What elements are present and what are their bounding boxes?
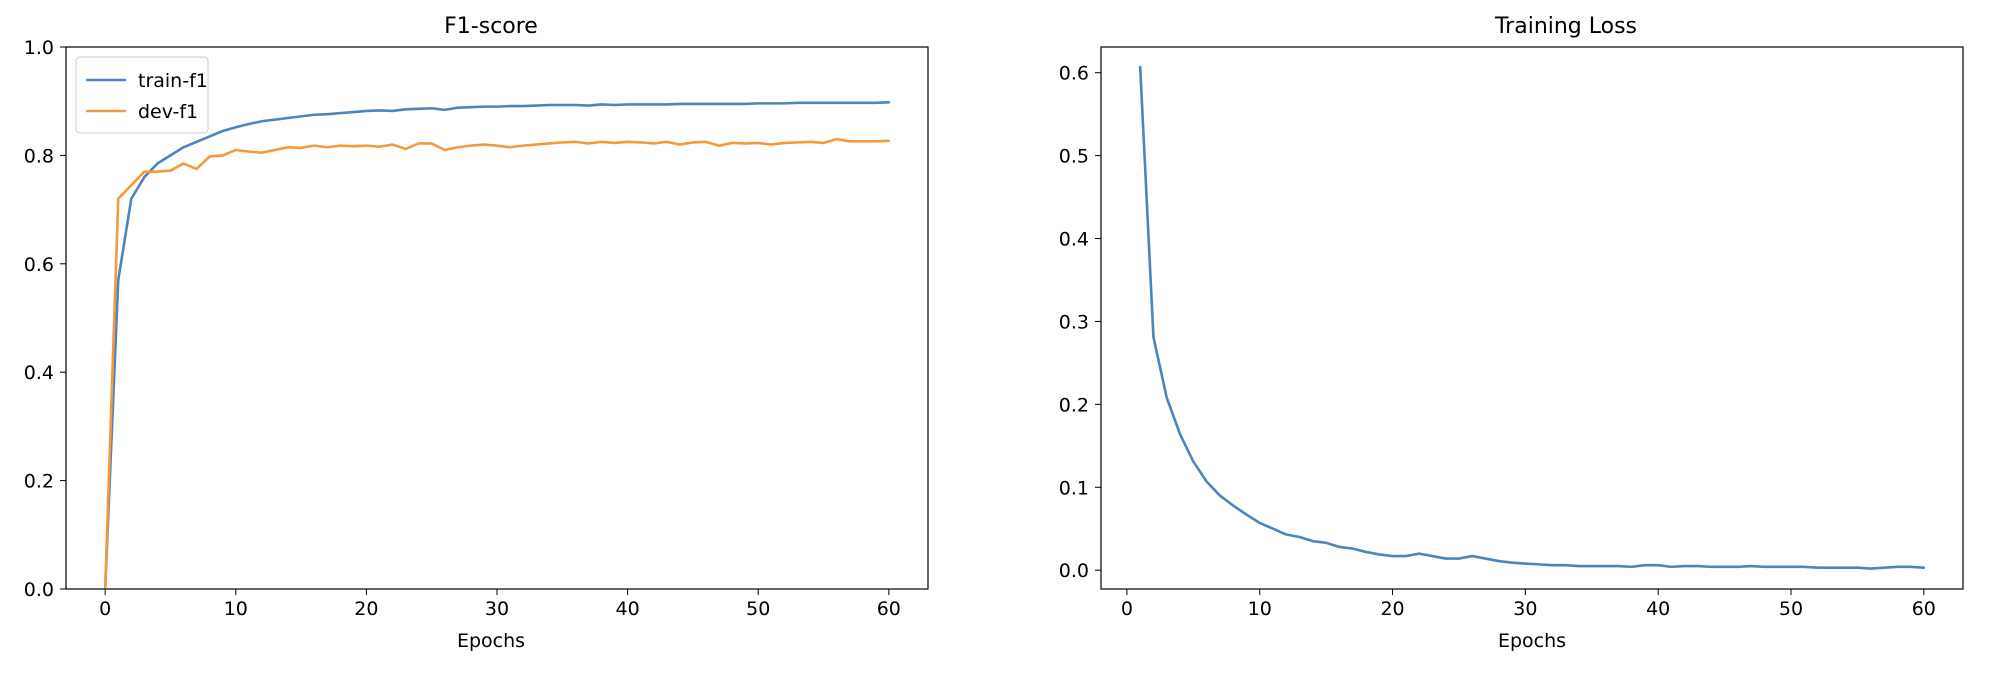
x-tick-label: 0 xyxy=(99,598,111,620)
y-tick-label: 0.4 xyxy=(24,362,54,384)
legend: train-f1 dev-f1 xyxy=(75,56,209,134)
x-tick-label: 60 xyxy=(877,598,901,620)
axes-frame xyxy=(65,46,929,590)
x-tick-label: 20 xyxy=(1380,598,1404,620)
f1-score-chart: F1-score 0 10 20 30 40 50 60 0.0 0.2 0.4 0.6 0.8 1.0… xyxy=(24,14,929,652)
dev-f1-line xyxy=(103,137,891,591)
y-tick-label: 0.2 xyxy=(1059,394,1089,416)
legend-label-train-f1: train-f1 xyxy=(138,70,208,92)
x-tick-label: 30 xyxy=(485,598,509,620)
train-f1-line xyxy=(103,100,891,591)
x-axis-label: Epochs xyxy=(457,630,525,652)
x-tick-label: 10 xyxy=(1248,598,1272,620)
y-tick-label: 0.4 xyxy=(1059,229,1089,251)
x-axis-label: Epochs xyxy=(1498,630,1566,652)
y-tick-label: 0.3 xyxy=(1059,311,1089,333)
loss-line xyxy=(1138,65,1926,570)
y-tick-label: 0.0 xyxy=(24,579,54,601)
legend-box xyxy=(75,56,209,134)
axes-frame xyxy=(1100,46,1964,590)
legend-label-dev-f1: dev-f1 xyxy=(138,101,198,123)
chart-title: F1-score xyxy=(444,14,538,39)
y-tick-label: 0.6 xyxy=(24,254,54,276)
x-tick-label: 50 xyxy=(746,598,770,620)
y-tick-label: 0.1 xyxy=(1059,477,1089,499)
plot-area: 0 10 20 30 40 50 60 0.0 0.2 0.4 0.6 0.8 1.0 train-f1 d… xyxy=(24,37,901,620)
x-tick-label: 60 xyxy=(1912,598,1936,620)
x-tick-label: 40 xyxy=(616,598,640,620)
y-tick-label: 0.2 xyxy=(24,471,54,493)
training-loss-chart: Training Loss 0 10 20 30 40 50 600.00.10.20.30… xyxy=(1059,14,1964,652)
y-tick-label: 0.5 xyxy=(1059,146,1089,168)
x-tick-label: 40 xyxy=(1646,598,1670,620)
x-tick-label: 30 xyxy=(1513,598,1537,620)
x-tick-label: 50 xyxy=(1779,598,1803,620)
y-tick-label: 0.8 xyxy=(24,145,54,167)
x-tick-label: 20 xyxy=(354,598,378,620)
x-tick-label: 10 xyxy=(224,598,248,620)
x-tick-label: 0 xyxy=(1121,598,1133,620)
plot-area: 0 10 20 30 40 50 60 0.0 0.1 0.2 0.3 0.4 0.5 0.6 xyxy=(1059,63,1936,620)
chart-title: Training Loss xyxy=(1494,14,1637,39)
y-tick-label: 0.6 xyxy=(1059,63,1089,85)
y-tick-label: 0.0 xyxy=(1059,560,1089,582)
y-tick-label: 1.0 xyxy=(24,37,54,59)
